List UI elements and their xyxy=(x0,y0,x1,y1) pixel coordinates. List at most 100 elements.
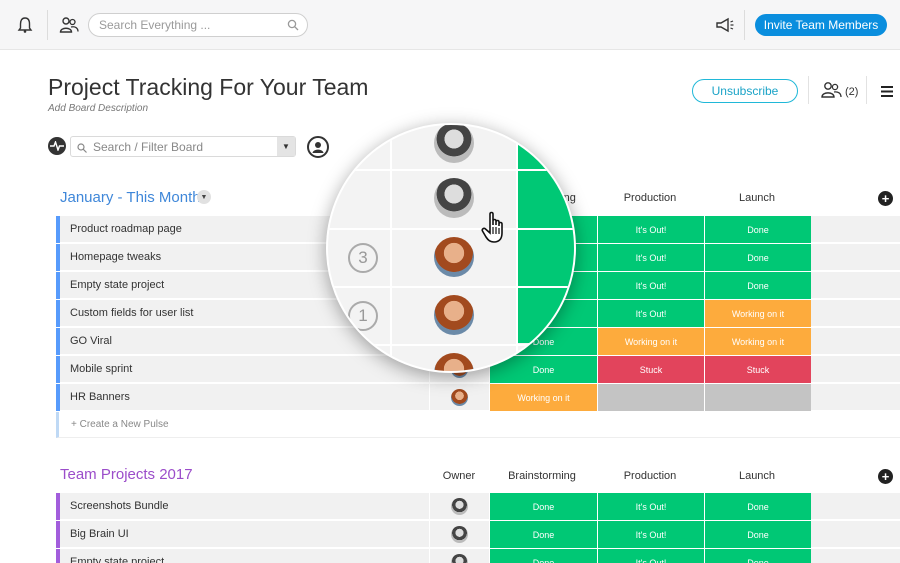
status-cell-launch[interactable]: Done xyxy=(704,521,811,548)
status-cell-launch[interactable]: Working on it xyxy=(704,300,811,327)
group-title[interactable]: Team Projects 2017 xyxy=(60,466,193,483)
row-number: 3 xyxy=(348,243,378,273)
search-placeholder: Search Everything ... xyxy=(99,18,211,32)
pulse-name[interactable]: Empty state project xyxy=(70,556,165,563)
people-icon[interactable] xyxy=(56,12,82,38)
divider xyxy=(328,228,574,230)
status-cell-brainstorming[interactable]: Done xyxy=(489,356,597,383)
status-cell-production[interactable]: It's Out! xyxy=(597,300,704,327)
subscribers-icon xyxy=(820,81,842,102)
status-cell-production[interactable] xyxy=(597,384,704,411)
pulse-name[interactable]: Custom fields for user list xyxy=(70,307,194,319)
create-new-pulse-input[interactable]: + Create a New Pulse xyxy=(56,412,900,438)
hamburger-menu-icon[interactable] xyxy=(881,84,893,102)
search-icon xyxy=(77,142,87,156)
top-bar: Search Everything ... Invite Team Member… xyxy=(0,0,900,50)
status-cell-launch[interactable]: Done xyxy=(704,244,811,271)
owner-cell[interactable] xyxy=(429,521,489,548)
status-cell-launch[interactable]: Stuck xyxy=(704,356,811,383)
search-icon xyxy=(287,19,299,34)
chevron-down-icon[interactable]: ▼ xyxy=(197,190,211,204)
status-cell-launch[interactable]: Done xyxy=(704,216,811,243)
status-cell-production[interactable]: Working on it xyxy=(597,328,704,355)
megaphone-icon[interactable] xyxy=(712,12,738,38)
column-header-launch[interactable]: Launch xyxy=(738,192,776,204)
status-cell-production[interactable]: It's Out! xyxy=(597,244,704,271)
pulse-name[interactable]: GO Viral xyxy=(70,335,112,347)
status-cell-launch[interactable] xyxy=(704,384,811,411)
status-cell-launch[interactable]: Working on it xyxy=(704,328,811,355)
group-color-bar xyxy=(56,356,60,383)
owner-cell[interactable] xyxy=(429,549,489,563)
board-description[interactable]: Add Board Description xyxy=(48,103,149,114)
table-row[interactable]: Big Brain UI Done It's Out! Done xyxy=(56,521,900,548)
divider xyxy=(47,10,48,40)
unsubscribe-button[interactable]: Unsubscribe xyxy=(692,79,798,103)
status-cell-production[interactable]: It's Out! xyxy=(597,521,704,548)
status-cell-production[interactable]: It's Out! xyxy=(597,272,704,299)
pulse-name[interactable]: Empty state project xyxy=(70,279,165,291)
pulse-name[interactable]: Homepage tweaks xyxy=(70,251,162,263)
subscribers-button[interactable]: (2) xyxy=(820,81,858,102)
chevron-down-icon[interactable]: ▼ xyxy=(277,137,295,156)
pulse-icon[interactable] xyxy=(48,137,66,155)
page-title: Project Tracking For Your Team xyxy=(48,74,369,100)
table-row[interactable]: HR Banners Working on it xyxy=(56,384,900,411)
status-cell-launch[interactable]: Done xyxy=(704,493,811,520)
invite-team-members-button[interactable]: Invite Team Members xyxy=(755,14,887,36)
status-cell-brainstorming[interactable]: Done xyxy=(489,521,597,548)
group-title[interactable]: January - This Month xyxy=(60,189,201,206)
plus-icon[interactable]: + xyxy=(878,469,893,484)
status-cell-production[interactable]: It's Out! xyxy=(597,216,704,243)
group-color-bar xyxy=(56,328,60,355)
status-cell-brainstorming[interactable]: Done xyxy=(489,493,597,520)
table-row[interactable]: Screenshots Bundle Done It's Out! Done xyxy=(56,493,900,520)
status-cell-launch[interactable]: Done xyxy=(704,272,811,299)
pulse-name[interactable]: Product roadmap page xyxy=(70,223,182,235)
pulse-name[interactable]: Big Brain UI xyxy=(70,528,129,540)
column-header-production[interactable]: Production xyxy=(623,192,677,204)
status-cell-brainstorming[interactable]: Done xyxy=(489,549,597,563)
column-header-owner[interactable]: Owner xyxy=(442,470,476,482)
status-cell-production[interactable]: It's Out! xyxy=(597,493,704,520)
status-cell-production[interactable]: It's Out! xyxy=(597,549,704,563)
group-color-bar xyxy=(56,521,60,548)
magnifier-overlay: 3 1 xyxy=(326,123,576,373)
column-header-production[interactable]: Production xyxy=(623,470,677,482)
divider xyxy=(808,76,809,104)
status-cell-brainstorming[interactable]: Working on it xyxy=(489,384,597,411)
group-color-bar xyxy=(56,300,60,327)
avatar xyxy=(434,237,474,277)
bell-icon[interactable] xyxy=(12,12,38,38)
divider xyxy=(516,125,518,371)
avatar xyxy=(434,178,474,218)
owner-cell[interactable] xyxy=(429,493,489,520)
pulse-name[interactable]: HR Banners xyxy=(70,391,130,403)
subscribers-count: (2) xyxy=(845,85,859,98)
group-color-bar xyxy=(56,493,60,520)
row-number: 1 xyxy=(348,301,378,331)
status-cell-launch[interactable]: Done xyxy=(704,549,811,563)
avatar xyxy=(451,554,468,563)
pulse-name[interactable]: Mobile sprint xyxy=(70,363,133,375)
divider xyxy=(390,125,392,371)
plus-icon[interactable]: + xyxy=(878,191,893,206)
divider xyxy=(328,286,574,288)
hand-cursor-icon xyxy=(481,211,511,250)
divider xyxy=(866,76,867,104)
pulse-name[interactable]: Screenshots Bundle xyxy=(70,500,169,512)
group-color-bar xyxy=(56,384,60,411)
person-filter-icon[interactable] xyxy=(307,136,329,158)
status-cell-production[interactable]: Stuck xyxy=(597,356,704,383)
filter-board-input[interactable]: Search / Filter Board ▼ xyxy=(70,136,296,157)
avatar xyxy=(434,295,474,335)
divider xyxy=(328,169,574,171)
group-color-bar xyxy=(56,216,60,243)
search-input[interactable]: Search Everything ... xyxy=(88,13,308,37)
avatar xyxy=(434,353,474,371)
column-header-brainstorming[interactable]: Brainstorming xyxy=(508,470,576,482)
column-header-launch[interactable]: Launch xyxy=(738,470,776,482)
owner-cell[interactable] xyxy=(429,384,489,411)
avatar xyxy=(434,125,474,163)
